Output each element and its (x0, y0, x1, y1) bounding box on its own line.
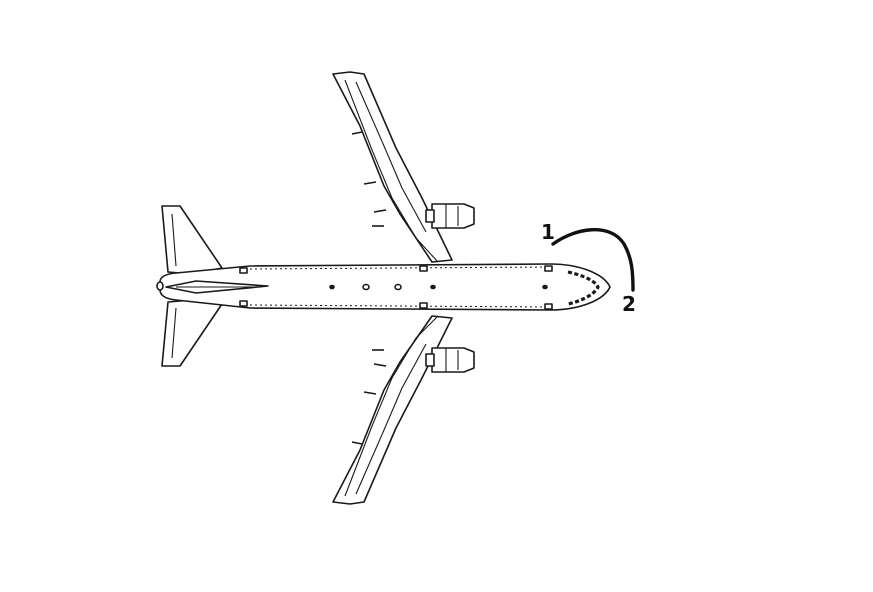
tail-cone-tip (156, 281, 164, 291)
lower-elevator-line (171, 307, 177, 359)
fuselage (159, 263, 611, 311)
fuselage-antenna (362, 283, 370, 291)
upper-wing-trailing-line (355, 81, 427, 233)
upper-elevator-line (171, 213, 177, 267)
upper-stabilizer (161, 205, 223, 275)
upper-engine (425, 203, 475, 229)
airplane (156, 71, 611, 505)
annotation-label-1: 1 (541, 220, 555, 244)
fuselage-marking (430, 284, 436, 290)
door-wing-upper (419, 265, 428, 272)
door-wing-lower (419, 302, 428, 309)
fuselage-marking (542, 284, 548, 290)
door-rear-upper (239, 267, 248, 274)
door-rear-lower (239, 300, 248, 307)
cockpit-windows (567, 270, 600, 306)
lower-flap-fairing (351, 441, 363, 445)
upper-flap-fairing (363, 181, 377, 185)
door-front-upper (544, 265, 553, 272)
lower-wing-flap-line (344, 315, 439, 497)
upper-flap-fairing (351, 131, 363, 135)
fuselage-marking (329, 284, 335, 290)
lower-engine (425, 347, 475, 373)
upper-flap-fairing (373, 209, 387, 213)
door-front-lower (544, 303, 553, 310)
annotation-arc (551, 228, 635, 292)
lower-flap-fairing (363, 391, 377, 395)
upper-wing-flap-line (344, 79, 439, 263)
fuselage-antenna (394, 283, 402, 291)
lower-stabilizer (161, 299, 223, 367)
annotation-label-2: 2 (622, 292, 636, 316)
lower-wing-trailing-line (355, 343, 427, 495)
lower-flap-fairing (373, 363, 387, 367)
